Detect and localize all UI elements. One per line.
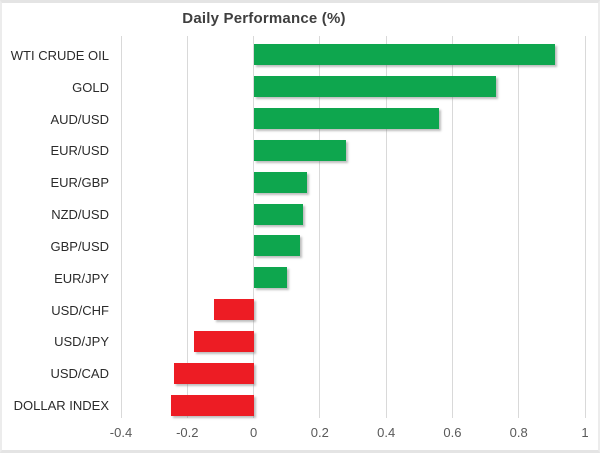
category-label-eur-jpy: EUR/JPY xyxy=(54,270,109,286)
category-label-aud-usd: AUD/USD xyxy=(50,111,109,127)
category-label-wti-crude-oil: WTI CRUDE OIL xyxy=(10,47,109,63)
category-label-nzd-usd: NZD/USD xyxy=(51,207,109,223)
x-tick-label--0.2: -0.2 xyxy=(176,425,199,440)
bar-usd-jpy xyxy=(193,330,254,352)
category-label-usd-cad: USD/CAD xyxy=(50,366,109,382)
gridline-0 xyxy=(253,36,255,418)
x-tick-label-0.6: 0.6 xyxy=(443,425,462,440)
bar-usd-cad xyxy=(174,362,254,384)
category-label-usd-jpy: USD/JPY xyxy=(54,334,109,350)
x-tick-label--0.4: -0.4 xyxy=(109,425,133,440)
chart-title: Daily Performance (%) xyxy=(182,10,346,27)
gridline-0.6 xyxy=(451,36,453,418)
gridline--0.2 xyxy=(186,36,188,418)
x-tick-label-1: 1 xyxy=(581,425,589,440)
gridline-0.4 xyxy=(385,36,387,418)
gridline--0.4 xyxy=(120,36,122,418)
bar-aud-usd xyxy=(253,108,440,130)
x-tick-label-0.4: 0.4 xyxy=(377,425,396,440)
category-label-gold: GOLD xyxy=(72,79,109,95)
bar-eur-gbp xyxy=(253,171,307,193)
category-label-eur-gbp: EUR/GBP xyxy=(50,175,109,191)
gridline-0.2 xyxy=(319,36,321,418)
category-label-gbp-usd: GBP/USD xyxy=(50,238,109,254)
x-tick-label-0: 0 xyxy=(249,425,258,440)
x-tick-label-0.8: 0.8 xyxy=(509,425,528,440)
gridline-1 xyxy=(584,36,586,418)
gridline-0.8 xyxy=(518,36,520,418)
bar-dollar-index xyxy=(170,394,254,416)
category-label-dollar-index: DOLLAR INDEX xyxy=(13,398,109,414)
bar-nzd-usd xyxy=(253,203,304,225)
bar-gold xyxy=(253,76,496,98)
bar-wti-crude-oil xyxy=(253,44,556,66)
category-label-usd-chf: USD/CHF xyxy=(51,302,109,318)
x-tick-label-0.2: 0.2 xyxy=(310,425,329,440)
bar-eur-usd xyxy=(253,139,347,161)
bar-gbp-usd xyxy=(253,235,300,257)
bar-usd-chf xyxy=(213,299,254,321)
category-label-eur-usd: EUR/USD xyxy=(50,143,109,159)
bar-eur-jpy xyxy=(253,267,287,289)
plot-area xyxy=(120,36,586,418)
